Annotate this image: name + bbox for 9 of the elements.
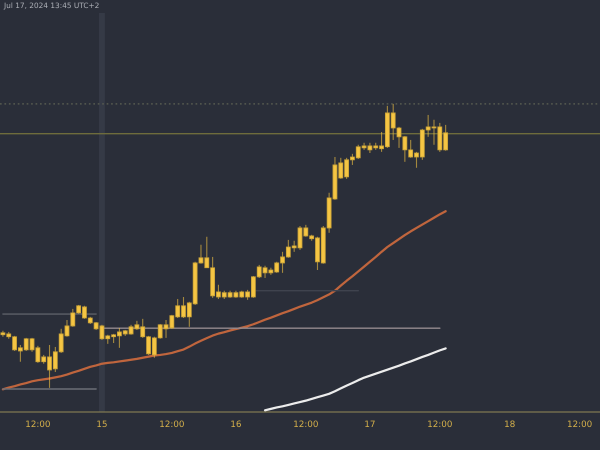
x-tick-label: 12:00 xyxy=(428,420,452,428)
x-tick-label: 18 xyxy=(505,420,515,428)
x-tick-label: 15 xyxy=(97,420,107,428)
x-tick-label: 12:00 xyxy=(26,420,50,428)
x-tick-label: 12:00 xyxy=(160,420,184,428)
x-tick-label: 12:00 xyxy=(568,420,592,428)
x-tick-label: 12:00 xyxy=(294,420,318,428)
x-tick-label: 16 xyxy=(231,420,241,428)
x-tick-label: 17 xyxy=(365,420,375,427)
